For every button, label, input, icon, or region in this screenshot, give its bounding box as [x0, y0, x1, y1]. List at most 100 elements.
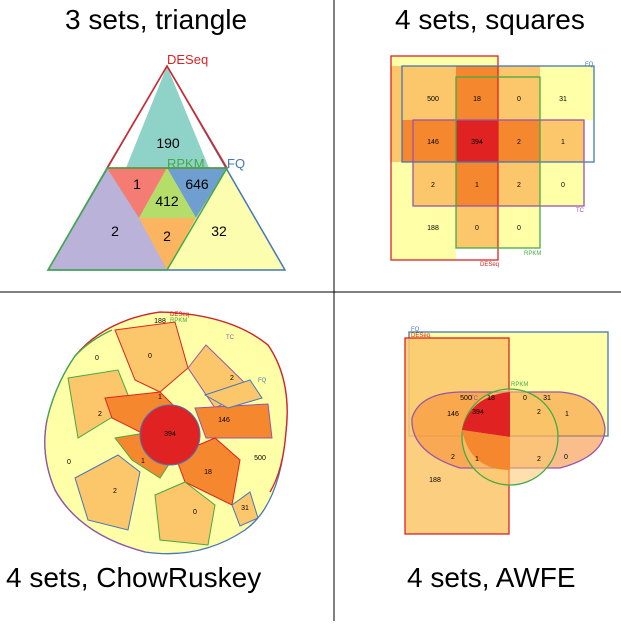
region-count: 18: [204, 469, 212, 476]
cell-fill: [498, 120, 540, 162]
center-region: [462, 430, 510, 470]
petal: [154, 481, 216, 546]
fq-label: FQ: [258, 378, 267, 384]
region-count: 2: [451, 454, 455, 461]
cell-count: 2: [517, 182, 521, 189]
cell-count: 2: [431, 182, 435, 189]
cell-count: 500: [427, 96, 439, 103]
cell-count: 18: [473, 96, 481, 103]
deseq-label: DESeq: [411, 333, 430, 339]
region-count: 188: [429, 477, 441, 484]
fq-outline: [401, 65, 595, 163]
cell-fill: [498, 162, 540, 206]
deseq-label: DESeq: [480, 262, 499, 268]
cell-count: 0: [517, 225, 521, 232]
region-count: 0: [67, 459, 71, 466]
cell-fill: [391, 206, 456, 260]
region-count: 146: [447, 411, 459, 418]
count-deseq-only: 190: [156, 135, 180, 151]
cell-fill: [391, 162, 413, 206]
region-count: 18: [487, 395, 495, 402]
cell-fill: [498, 206, 540, 248]
region-count: 2: [537, 409, 541, 416]
region-count: 31: [543, 395, 551, 402]
tc-outline: [412, 119, 585, 207]
region-count: 188: [154, 318, 166, 325]
cell-count: 31: [559, 96, 567, 103]
rpkm-label: RPKM: [511, 382, 528, 388]
cell-count: 1: [475, 182, 479, 189]
cell-fill: [456, 120, 498, 162]
awfe-venn: FQ DESeq TC RPKM 500 18 0 31 146 394 2 1…: [404, 327, 609, 535]
cell-fill: [540, 66, 594, 120]
region-count: 2: [113, 488, 117, 495]
region-count: 2: [98, 411, 102, 418]
count-all: 412: [155, 193, 179, 209]
region-rpkm-only: [48, 168, 167, 270]
panel-title-triangle: 3 sets, triangle: [65, 4, 248, 35]
cell-count: 1: [561, 139, 565, 146]
center-region: [462, 392, 510, 437]
region-count: 1: [158, 394, 162, 401]
cell-fill: [456, 206, 498, 248]
count-rpkm-fq: 2: [163, 228, 171, 244]
count-deseq-fq: 646: [185, 176, 209, 192]
triangle-venn: DESeq RPKM FQ 190 1 646 412 2 2 32: [46, 52, 287, 271]
cell-count: 188: [427, 225, 439, 232]
cell-count: 146: [427, 139, 439, 146]
deseq-label: DESeq: [167, 52, 208, 67]
tc-label: TC: [470, 396, 479, 402]
region-count: 0: [193, 509, 197, 516]
region-count: 2: [230, 375, 234, 382]
region-deseq-only: [126, 66, 209, 168]
deseq-outline: [74, 311, 288, 493]
squares-venn: FQ TC RPKM DESeq 500 18 0 31 146 394 2 1…: [390, 55, 595, 268]
cell-count: 2: [517, 139, 521, 146]
cell-fill: [540, 162, 584, 206]
region-deseq-rpkm: [107, 168, 167, 218]
region-count: 394: [472, 409, 484, 416]
cell-fill: [391, 66, 402, 120]
panel-title-chowruskey: 4 sets, ChowRuskey: [6, 562, 262, 593]
cell-count: 0: [561, 182, 565, 189]
petal: [231, 491, 259, 527]
region-count: 1: [141, 458, 145, 465]
count-fq-only: 32: [211, 223, 227, 239]
cell-count: 0: [517, 96, 521, 103]
petal: [74, 454, 141, 531]
tc-label: TC: [576, 208, 585, 214]
cell-fill: [498, 66, 540, 120]
center-circle: [139, 404, 201, 466]
region-count: 0: [148, 353, 152, 360]
cell-fill: [413, 162, 456, 206]
fq-label: FQ: [585, 62, 594, 68]
fq-label: FQ: [411, 327, 420, 333]
deseq-label: DESeq: [170, 312, 189, 318]
cell-fill: [540, 120, 584, 162]
region-count: 394: [164, 431, 176, 438]
region-count: 1: [475, 456, 479, 463]
panel-title-awfe: 4 sets, AWFE: [407, 562, 576, 593]
cell-fill: [456, 162, 498, 206]
region-count: 0: [95, 355, 99, 362]
region-count: 146: [218, 417, 230, 424]
square-counts: 500 18 0 31 146 394 2 1 2 1 2 0 188 0 0: [427, 96, 567, 232]
rpkm-outline: [46, 167, 229, 271]
region-all-three: [139, 168, 196, 218]
region-deseq-fq: [167, 168, 227, 218]
chow-counts: 188 0 0 2 1 146 394 2 0 1 18 500 0 31 2: [67, 318, 266, 516]
awfe-counts: 500 18 0 31 146 394 2 1 2 1 2 0 188: [429, 395, 569, 484]
cell-fill: [402, 120, 456, 162]
count-rpkm-only: 2: [111, 223, 119, 239]
cell-count: 0: [475, 225, 479, 232]
panel-title-squares: 4 sets, squares: [395, 4, 585, 35]
region-count: 0: [564, 454, 568, 461]
region-rpkm-fq: [139, 218, 196, 270]
petal: [194, 403, 273, 439]
cell-fill: [456, 66, 498, 120]
deseq-outline: [390, 55, 499, 261]
tc-outline: [44, 419, 146, 553]
rpkm-outline: [455, 76, 541, 249]
